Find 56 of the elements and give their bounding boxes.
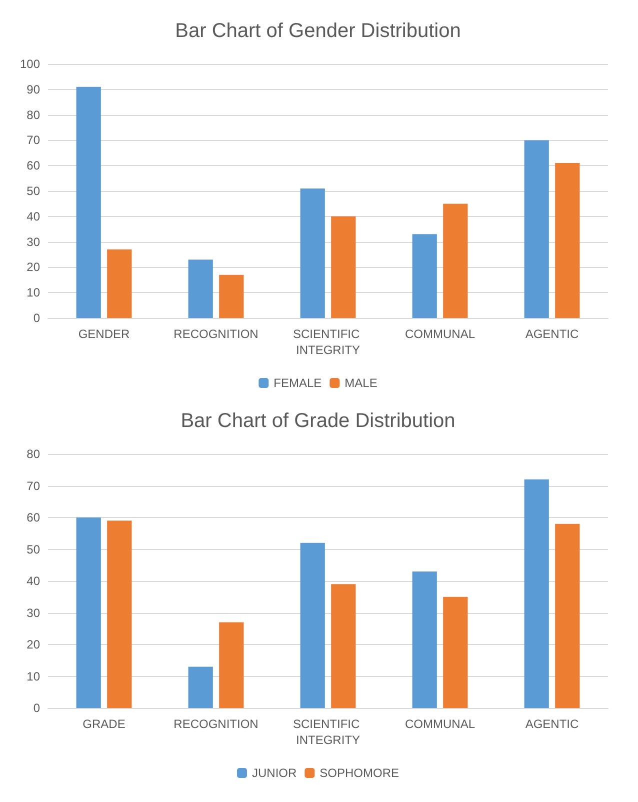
y-tick-label: 0 bbox=[33, 701, 40, 715]
y-tick-label: 0 bbox=[33, 311, 40, 325]
x-tick-label: SCIENTIFIC INTEGRITY bbox=[292, 717, 364, 747]
bar bbox=[76, 518, 101, 708]
x-tick-label: AGENTIC bbox=[525, 717, 579, 731]
y-tick-label: 10 bbox=[26, 286, 40, 300]
x-tick-label: COMMUNAL bbox=[404, 327, 476, 341]
bar bbox=[524, 479, 549, 708]
bar bbox=[107, 520, 132, 708]
y-tick-label: 10 bbox=[26, 669, 40, 684]
y-tick-label: 80 bbox=[26, 447, 40, 461]
bar bbox=[76, 86, 101, 318]
y-tick-label: 60 bbox=[26, 510, 40, 524]
y-tick-label: 80 bbox=[26, 108, 40, 122]
legend-label: MALE bbox=[344, 376, 378, 390]
bar bbox=[331, 216, 356, 318]
y-tick-label: 70 bbox=[26, 133, 40, 148]
x-tick-label: RECOGNITION bbox=[174, 327, 258, 341]
y-tick-label: 100 bbox=[20, 57, 40, 71]
bar bbox=[555, 163, 580, 318]
bar bbox=[331, 584, 356, 708]
y-tick-label: 70 bbox=[26, 478, 40, 493]
bar bbox=[412, 234, 437, 318]
bar bbox=[300, 188, 325, 318]
legend-label: SOPHOMORE bbox=[320, 766, 400, 780]
bar bbox=[524, 140, 549, 318]
legend-label: FEMALE bbox=[274, 376, 322, 390]
chart-title: Bar Chart of Gender Distribution bbox=[175, 20, 461, 42]
y-tick-label: 60 bbox=[26, 158, 40, 173]
bar bbox=[555, 524, 580, 708]
bar bbox=[219, 274, 244, 318]
x-tick-label: RECOGNITION bbox=[174, 717, 258, 731]
y-tick-label: 30 bbox=[26, 234, 40, 249]
bar bbox=[188, 260, 213, 318]
bar bbox=[219, 622, 244, 708]
y-tick-label: 50 bbox=[26, 184, 40, 198]
y-tick-label: 40 bbox=[26, 574, 40, 588]
y-tick-label: 20 bbox=[26, 260, 40, 274]
x-tick-label: GRADE bbox=[82, 717, 126, 731]
y-tick-label: 40 bbox=[26, 209, 40, 224]
bar bbox=[443, 204, 468, 318]
bar bbox=[107, 249, 132, 318]
y-tick-label: 20 bbox=[26, 638, 40, 652]
x-tick-label: COMMUNAL bbox=[404, 717, 476, 731]
bar bbox=[300, 542, 325, 708]
chart-title: Bar Chart of Grade Distribution bbox=[180, 410, 456, 432]
x-tick-label: SCIENTIFIC INTEGRITY bbox=[292, 327, 364, 357]
legend-label: JUNIOR bbox=[252, 766, 297, 780]
y-tick-label: 90 bbox=[26, 82, 40, 96]
y-tick-label: 30 bbox=[26, 606, 40, 620]
y-tick-label: 50 bbox=[26, 542, 40, 556]
x-tick-label: GENDER bbox=[78, 327, 130, 341]
bar bbox=[412, 571, 437, 708]
x-tick-label: AGENTIC bbox=[525, 327, 579, 341]
bar bbox=[188, 666, 213, 708]
bar bbox=[443, 596, 468, 708]
